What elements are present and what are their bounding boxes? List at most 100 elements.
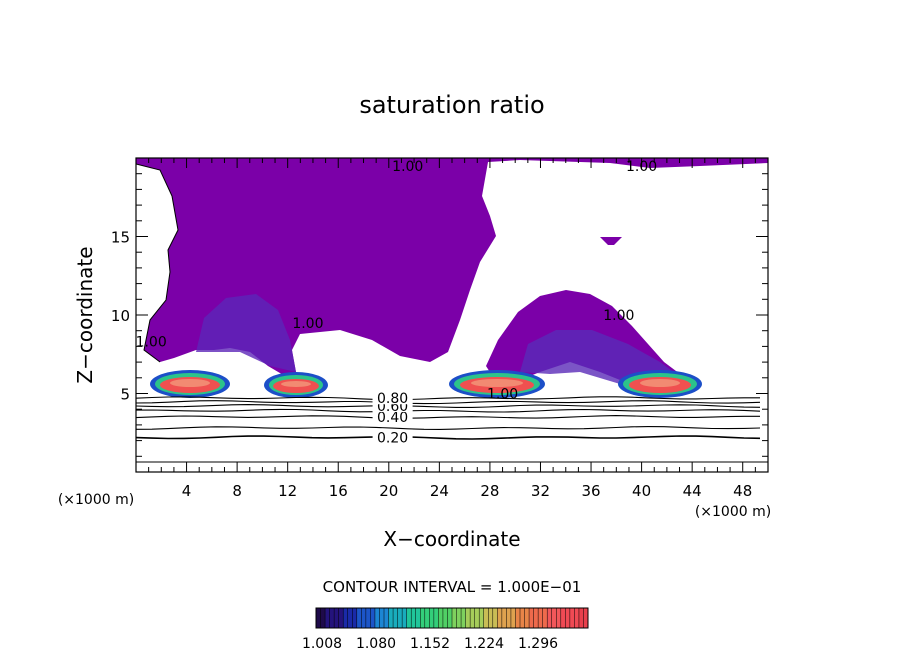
colorbar-cell bbox=[456, 608, 462, 628]
x-tick-label: 48 bbox=[733, 482, 752, 500]
x-axis-label: X−coordinate bbox=[383, 527, 520, 551]
colorbar-cell bbox=[506, 608, 512, 628]
x-unit-left: (×1000 m) bbox=[58, 492, 134, 508]
cloud-interior-right bbox=[520, 330, 690, 384]
cloud-cores bbox=[150, 370, 702, 398]
colorbar-cell bbox=[334, 608, 340, 628]
colorbar-cell bbox=[574, 608, 580, 628]
boundary-contour-label: 1.00 bbox=[292, 316, 323, 332]
colorbar-cell bbox=[461, 608, 466, 628]
y-tick-label: 5 bbox=[120, 386, 130, 404]
x-unit-right: (×1000 m) bbox=[695, 504, 771, 520]
colorbar-cell bbox=[338, 608, 344, 628]
colorbar-cell bbox=[465, 608, 471, 628]
colorbar-cell bbox=[510, 608, 516, 628]
colorbar-cell bbox=[397, 608, 403, 628]
y-tick-label: 10 bbox=[111, 307, 130, 325]
contour-line bbox=[136, 426, 761, 430]
colorbar-cell bbox=[316, 608, 321, 628]
colorbar-cell bbox=[538, 608, 544, 628]
x-tick-label: 4 bbox=[182, 482, 192, 500]
contour-label-bg bbox=[372, 429, 413, 444]
colorbar-cell bbox=[447, 608, 453, 628]
contour-label: 0.20 bbox=[377, 430, 408, 446]
colorbar-cell bbox=[565, 608, 571, 628]
colorbar-cell bbox=[406, 608, 412, 628]
cloud-interior-left bbox=[196, 294, 296, 372]
colorbar-cell bbox=[374, 608, 380, 628]
colorbar-cell bbox=[320, 608, 326, 628]
colorbar-cell bbox=[533, 608, 539, 628]
colorbar-cell bbox=[329, 608, 335, 628]
contour-interval-note: CONTOUR INTERVAL = 1.000E−01 bbox=[323, 578, 582, 596]
contour-line bbox=[136, 404, 761, 408]
core-3-center bbox=[471, 379, 523, 387]
colorbar-cell bbox=[424, 608, 430, 628]
colorbar-cell bbox=[583, 608, 589, 628]
x-tick-label: 40 bbox=[632, 482, 651, 500]
colorbar-cell bbox=[384, 608, 389, 628]
colorbar-cell bbox=[438, 608, 444, 628]
contour-lines bbox=[136, 396, 761, 440]
boundary-contour-label: 1.00 bbox=[136, 335, 167, 351]
colorbar-cell bbox=[411, 608, 417, 628]
x-tick-label: 20 bbox=[379, 482, 398, 500]
colorbar-cell bbox=[361, 608, 367, 628]
colorbar-cell bbox=[556, 608, 562, 628]
colorbar-cell bbox=[578, 608, 584, 628]
saturation-boundary bbox=[136, 163, 179, 363]
chart-title: saturation ratio bbox=[359, 91, 544, 119]
core-1-center bbox=[170, 379, 210, 387]
colorbar-cell bbox=[524, 608, 530, 628]
contour-label-bg bbox=[372, 390, 413, 405]
colorbar-tick-label: 1.080 bbox=[356, 636, 396, 652]
x-tick-label: 16 bbox=[329, 482, 348, 500]
colorbar-cell bbox=[470, 608, 476, 628]
x-tick-label: 32 bbox=[531, 482, 550, 500]
colorbar-frame bbox=[315, 607, 589, 629]
colorbar-cell bbox=[488, 608, 494, 628]
colorbar-cell bbox=[483, 608, 489, 628]
colorbar-cell bbox=[433, 608, 439, 628]
contour-line bbox=[136, 435, 761, 440]
x-tick-label: 12 bbox=[278, 482, 297, 500]
colorbar-cell bbox=[402, 608, 408, 628]
colorbar-cell bbox=[474, 608, 480, 628]
saturated-patch-small bbox=[600, 237, 622, 245]
contour-line bbox=[136, 396, 760, 401]
core-4-center bbox=[640, 379, 680, 387]
x-axis-ticks: 4 8 12 16 20 24 28 32 36 40 44 48 bbox=[148, 158, 756, 500]
colorbar-cell bbox=[420, 608, 426, 628]
colorbar-cell bbox=[492, 608, 498, 628]
colorbar-cell bbox=[479, 608, 485, 628]
core-2-center bbox=[281, 381, 311, 387]
colorbar-cell bbox=[569, 608, 575, 628]
colorbar bbox=[315, 607, 589, 629]
colorbar-cell bbox=[547, 608, 553, 628]
colorbar-tick-label: 1.152 bbox=[410, 636, 450, 652]
colorbar-cell bbox=[542, 608, 548, 628]
colorbar-cell bbox=[352, 608, 358, 628]
contour-line bbox=[136, 408, 761, 413]
colorbar-cell bbox=[529, 608, 534, 628]
x-tick-label: 44 bbox=[683, 482, 702, 500]
colorbar-cell bbox=[515, 608, 521, 628]
contour-label: 0.80 bbox=[377, 391, 408, 407]
contour-label: 0.40 bbox=[377, 410, 408, 426]
colorbar-cell bbox=[501, 608, 507, 628]
y-axis-label: Z−coordinate bbox=[73, 246, 97, 383]
colorbar-cell bbox=[356, 608, 362, 628]
colorbar-cell bbox=[388, 608, 394, 628]
colorbar-cell bbox=[442, 608, 448, 628]
colorbar-cell bbox=[551, 608, 557, 628]
colorbar-cell bbox=[393, 608, 398, 628]
y-tick-label: 15 bbox=[111, 229, 130, 247]
colorbar-cell bbox=[347, 608, 353, 628]
contour-labels: 0.200.400.600.80 bbox=[372, 390, 413, 446]
boundary-contour-label: 1.00 bbox=[603, 308, 634, 324]
colorbar-cell bbox=[379, 608, 385, 628]
colorbar-cell bbox=[343, 608, 349, 628]
colorbar-cell bbox=[365, 608, 371, 628]
x-tick-label: 36 bbox=[581, 482, 600, 500]
